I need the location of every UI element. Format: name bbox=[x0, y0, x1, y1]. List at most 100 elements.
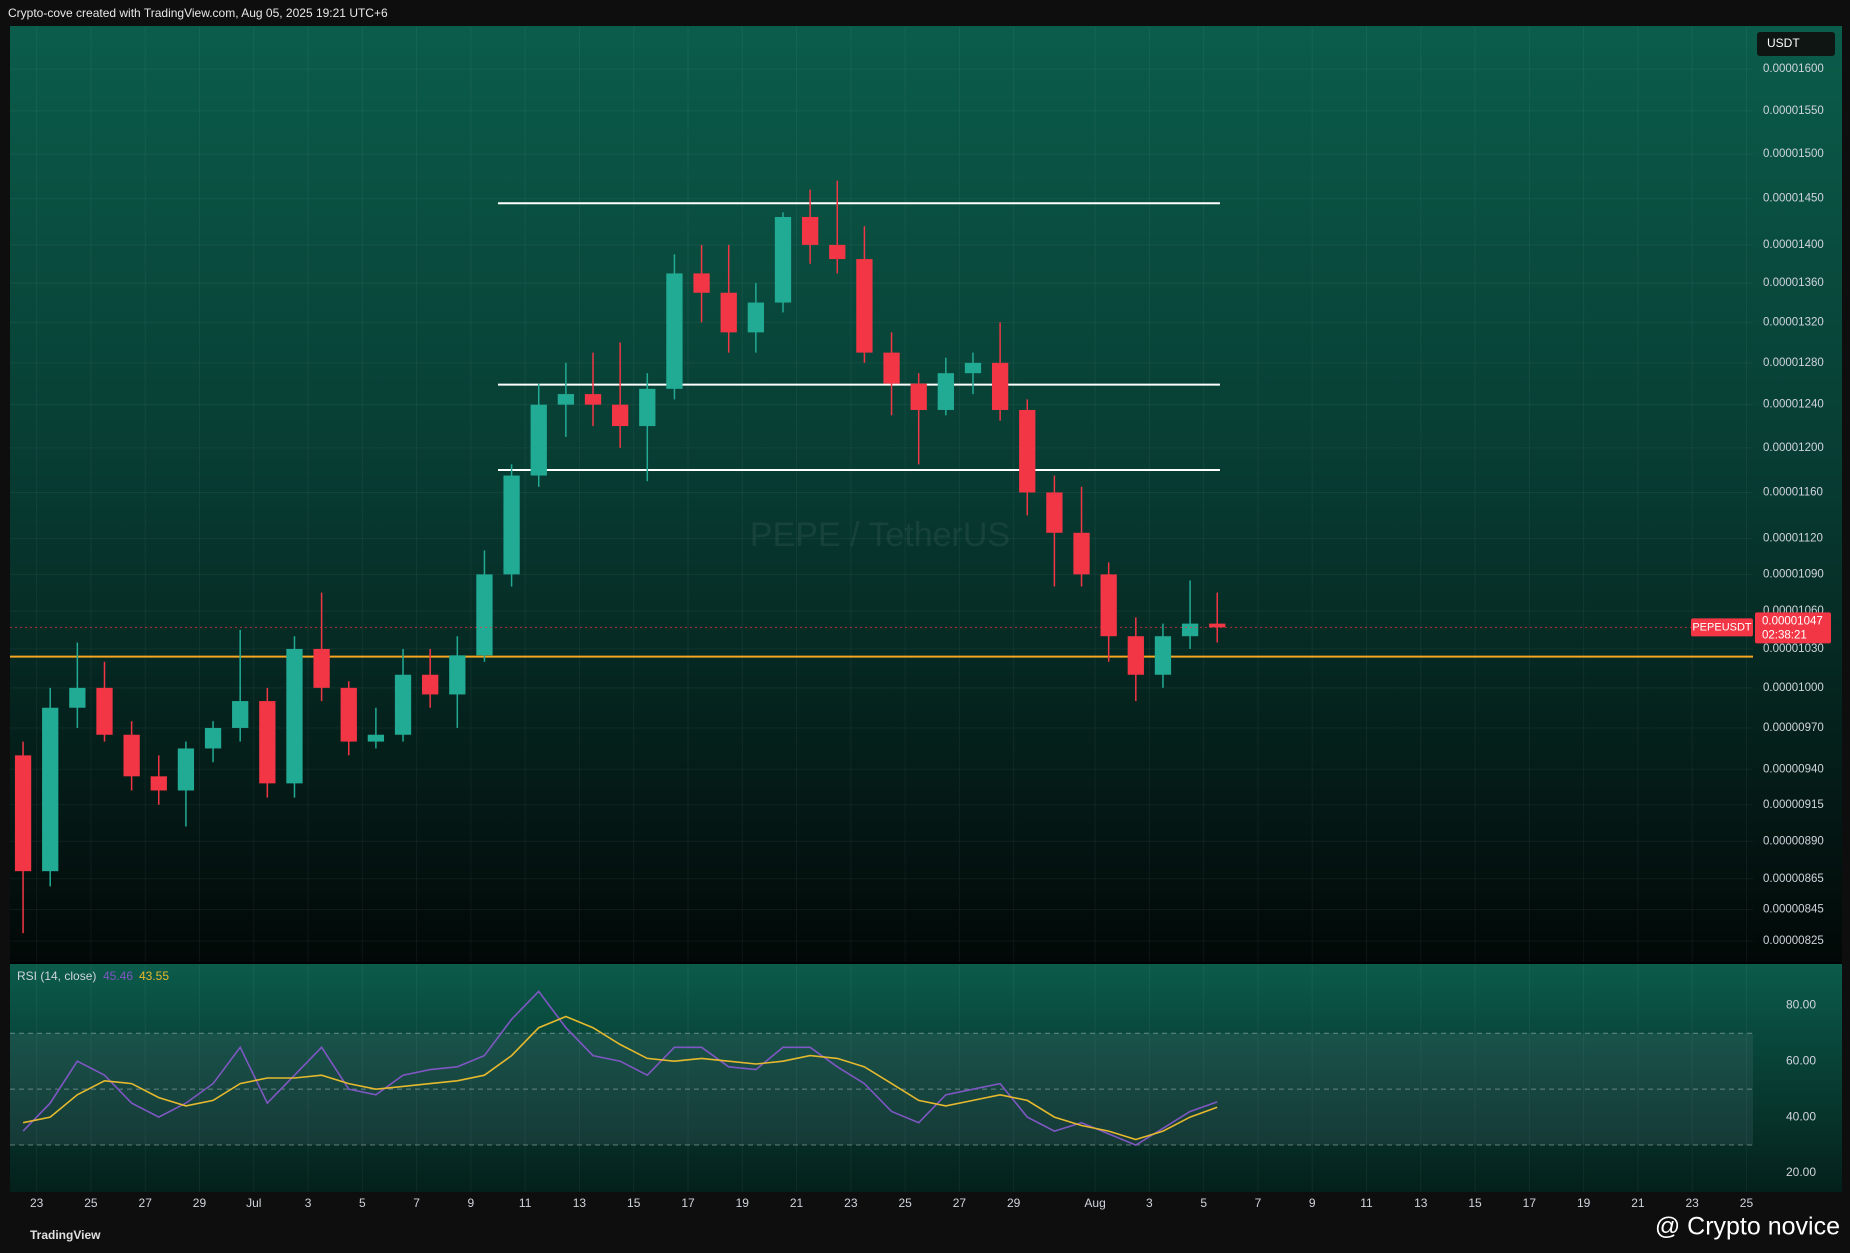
candle-body bbox=[747, 302, 764, 333]
x-tick-label: 29 bbox=[1007, 1196, 1021, 1210]
candle-body bbox=[666, 273, 683, 389]
rsi-line bbox=[22, 990, 1218, 1146]
y-tick-label: 0.00001320 bbox=[1763, 316, 1824, 328]
x-tick-label: 23 bbox=[844, 1196, 858, 1210]
header: Crypto-cove created with TradingView.com… bbox=[8, 6, 388, 20]
x-tick-label: 25 bbox=[1740, 1196, 1754, 1210]
candle-body bbox=[937, 373, 954, 410]
y-tick-label: 0.00000845 bbox=[1763, 904, 1824, 916]
rsi-band bbox=[10, 1033, 1753, 1146]
countdown: 02:38:21 bbox=[1762, 629, 1807, 641]
candle-body bbox=[557, 394, 575, 405]
y-tick-label: 0.00001280 bbox=[1763, 357, 1824, 369]
x-tick-label: 23 bbox=[1686, 1196, 1700, 1210]
rsi-pane bbox=[10, 964, 1842, 1192]
price-label-bg bbox=[1755, 612, 1831, 644]
candle-body bbox=[1046, 492, 1063, 533]
candle-body bbox=[964, 362, 982, 374]
candle-body bbox=[232, 701, 249, 728]
candle-body bbox=[422, 674, 439, 695]
candle-body bbox=[449, 655, 466, 695]
y-tick-label: 40.00 bbox=[1786, 1109, 1816, 1123]
candle-body bbox=[96, 687, 113, 735]
x-tick-label: 9 bbox=[1309, 1196, 1316, 1210]
candle-body bbox=[1100, 574, 1117, 637]
candle-body bbox=[829, 244, 846, 260]
y-tick-label: 0.00001360 bbox=[1763, 277, 1824, 289]
footer-brand: TradingView bbox=[30, 1228, 101, 1242]
candle-body bbox=[1127, 636, 1144, 675]
candle-body bbox=[259, 701, 276, 784]
symbol-label: PEPEUSDT bbox=[1692, 621, 1752, 633]
x-tick-label: Aug bbox=[1084, 1196, 1105, 1210]
y-tick-label: 0.00001090 bbox=[1763, 568, 1824, 580]
watermark: PEPE / TetherUS bbox=[750, 516, 1010, 554]
candle-body bbox=[856, 259, 873, 353]
x-tick-label: 19 bbox=[736, 1196, 750, 1210]
y-tick-label: 0.00001160 bbox=[1763, 486, 1823, 498]
x-tick-label: 7 bbox=[413, 1196, 420, 1210]
candle-body bbox=[584, 394, 602, 405]
candle-body bbox=[693, 273, 710, 293]
x-tick-label: 23 bbox=[30, 1196, 44, 1210]
candle-body bbox=[910, 383, 927, 410]
y-tick-label: 0.00000865 bbox=[1763, 873, 1824, 885]
x-tick-label: 7 bbox=[1255, 1196, 1262, 1210]
y-tick-label: 0.00000940 bbox=[1763, 763, 1824, 775]
x-tick-label: 21 bbox=[790, 1196, 804, 1210]
footer-author: @ Crypto novice bbox=[1655, 1213, 1840, 1241]
x-tick-label: 3 bbox=[1146, 1196, 1153, 1210]
x-tick-label: 15 bbox=[1468, 1196, 1482, 1210]
x-tick-label: 13 bbox=[1414, 1196, 1428, 1210]
last-price: 0.00001047 bbox=[1762, 615, 1823, 627]
y-tick-label: 0.00000970 bbox=[1763, 722, 1824, 734]
candle-body bbox=[313, 648, 330, 688]
candle-body bbox=[1073, 532, 1090, 575]
candle-body bbox=[1181, 623, 1199, 637]
candle-body bbox=[991, 362, 1009, 410]
rsi-line bbox=[22, 1015, 1218, 1141]
currency-button-bg bbox=[1757, 32, 1835, 56]
rsi-value: 45.46 bbox=[103, 969, 133, 983]
candle-body bbox=[14, 755, 32, 872]
main-pane bbox=[10, 26, 1842, 962]
y-tick-label: 0.00001500 bbox=[1763, 148, 1824, 160]
x-tick-label: 17 bbox=[681, 1196, 695, 1210]
candle-body bbox=[42, 707, 59, 872]
candle-body bbox=[1019, 409, 1036, 493]
x-tick-label: 29 bbox=[193, 1196, 207, 1210]
y-tick-label: 0.00000825 bbox=[1763, 935, 1824, 947]
candle-body bbox=[639, 388, 656, 427]
x-tick-label: 17 bbox=[1523, 1196, 1537, 1210]
y-tick-label: 0.00001200 bbox=[1763, 442, 1824, 454]
candle-body bbox=[150, 776, 167, 791]
x-tick-label: 19 bbox=[1577, 1196, 1591, 1210]
candle-body bbox=[367, 734, 385, 742]
x-tick-label: 3 bbox=[305, 1196, 312, 1210]
x-tick-label: 11 bbox=[1360, 1196, 1373, 1210]
y-tick-label: 0.00001600 bbox=[1763, 63, 1824, 75]
currency-button: USDT bbox=[1767, 36, 1800, 50]
x-tick-label: 27 bbox=[953, 1196, 967, 1210]
candle-body bbox=[774, 216, 792, 303]
y-tick-label: 60.00 bbox=[1786, 1053, 1816, 1067]
x-tick-label: 5 bbox=[359, 1196, 366, 1210]
candle-body bbox=[476, 574, 493, 656]
candle-body bbox=[801, 216, 819, 245]
y-tick-label: 0.00001550 bbox=[1763, 105, 1824, 117]
x-tick-label: 25 bbox=[84, 1196, 98, 1210]
x-tick-label: 9 bbox=[468, 1196, 475, 1210]
x-tick-label: 21 bbox=[1631, 1196, 1645, 1210]
x-tick-label: 11 bbox=[519, 1196, 532, 1210]
y-tick-label: 0.00001400 bbox=[1763, 239, 1824, 251]
ma-value: 43.55 bbox=[139, 969, 169, 983]
x-tick-label: 25 bbox=[898, 1196, 912, 1210]
candle-body bbox=[204, 727, 222, 749]
candle-body bbox=[883, 352, 900, 384]
candle-body bbox=[503, 475, 520, 575]
x-tick-label: Jul bbox=[246, 1196, 261, 1210]
y-tick-label: 0.00001030 bbox=[1763, 643, 1824, 655]
chart-layer: PEPE / TetherUS 23 25 27 29 Jul 3 5 7 9 11 13 15 17 19… bbox=[10, 27, 1842, 1210]
y-tick-label: 0.00001000 bbox=[1763, 682, 1824, 694]
